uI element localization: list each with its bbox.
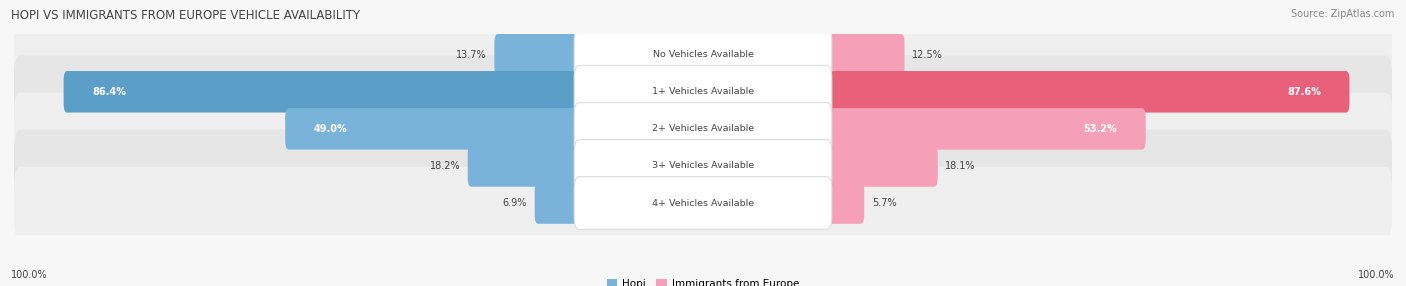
FancyBboxPatch shape bbox=[534, 182, 582, 224]
FancyBboxPatch shape bbox=[285, 108, 582, 150]
FancyBboxPatch shape bbox=[824, 34, 904, 76]
FancyBboxPatch shape bbox=[574, 140, 832, 192]
FancyBboxPatch shape bbox=[824, 182, 865, 224]
FancyBboxPatch shape bbox=[468, 145, 582, 187]
FancyBboxPatch shape bbox=[574, 28, 832, 81]
FancyBboxPatch shape bbox=[824, 145, 938, 187]
Text: 2+ Vehicles Available: 2+ Vehicles Available bbox=[652, 124, 754, 133]
Text: 100.0%: 100.0% bbox=[1358, 270, 1395, 280]
Text: 87.6%: 87.6% bbox=[1288, 87, 1322, 97]
Text: 1+ Vehicles Available: 1+ Vehicles Available bbox=[652, 87, 754, 96]
Text: 6.9%: 6.9% bbox=[503, 198, 527, 208]
Text: 49.0%: 49.0% bbox=[314, 124, 347, 134]
FancyBboxPatch shape bbox=[14, 93, 1392, 165]
Text: Source: ZipAtlas.com: Source: ZipAtlas.com bbox=[1291, 9, 1395, 19]
Text: 18.2%: 18.2% bbox=[429, 161, 460, 171]
Text: 4+ Vehicles Available: 4+ Vehicles Available bbox=[652, 198, 754, 208]
FancyBboxPatch shape bbox=[14, 167, 1392, 239]
Text: No Vehicles Available: No Vehicles Available bbox=[652, 50, 754, 59]
FancyBboxPatch shape bbox=[574, 103, 832, 155]
Legend: Hopi, Immigrants from Europe: Hopi, Immigrants from Europe bbox=[602, 275, 804, 286]
FancyBboxPatch shape bbox=[63, 71, 582, 113]
Text: 12.5%: 12.5% bbox=[912, 50, 943, 60]
FancyBboxPatch shape bbox=[824, 71, 1350, 113]
Text: 100.0%: 100.0% bbox=[11, 270, 48, 280]
FancyBboxPatch shape bbox=[824, 108, 1146, 150]
FancyBboxPatch shape bbox=[14, 55, 1392, 128]
Text: 18.1%: 18.1% bbox=[945, 161, 976, 171]
Text: HOPI VS IMMIGRANTS FROM EUROPE VEHICLE AVAILABILITY: HOPI VS IMMIGRANTS FROM EUROPE VEHICLE A… bbox=[11, 9, 360, 21]
FancyBboxPatch shape bbox=[574, 65, 832, 118]
FancyBboxPatch shape bbox=[14, 130, 1392, 202]
Text: 53.2%: 53.2% bbox=[1084, 124, 1118, 134]
FancyBboxPatch shape bbox=[574, 177, 832, 229]
FancyBboxPatch shape bbox=[14, 18, 1392, 91]
Text: 5.7%: 5.7% bbox=[872, 198, 897, 208]
Text: 13.7%: 13.7% bbox=[456, 50, 486, 60]
Text: 86.4%: 86.4% bbox=[91, 87, 125, 97]
FancyBboxPatch shape bbox=[495, 34, 582, 76]
Text: 3+ Vehicles Available: 3+ Vehicles Available bbox=[652, 161, 754, 170]
